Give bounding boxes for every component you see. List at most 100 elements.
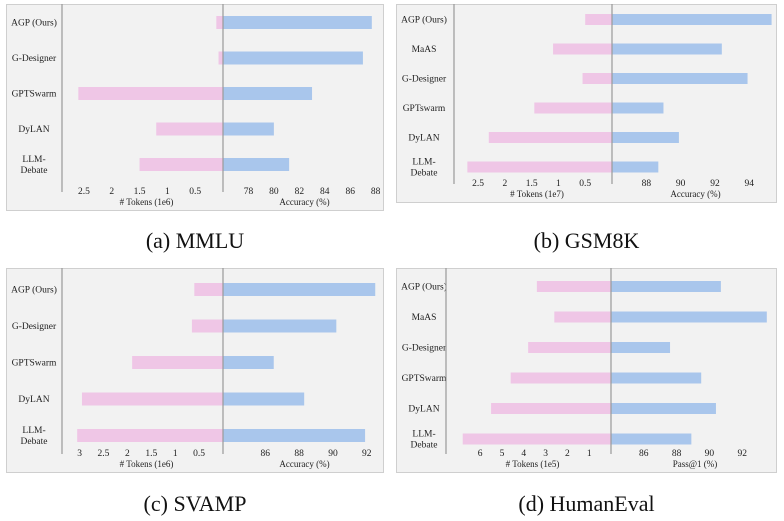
panel-gsm8k: AGP (Ours) MaAS G-Designer GPTswarm DyLAN LLM… [396,4,777,262]
token-tick-label: 2 [565,449,570,459]
accuracy-tick-label: 84 [320,187,330,197]
accuracy-axis-label: Accuracy (%) [279,197,329,207]
category-label: LLM-Debate [411,158,438,179]
accuracy-bar [223,429,366,442]
token-tick-label: 0.5 [193,449,205,459]
category-label: DyLAN [18,395,49,405]
category-label: G-Designer [12,322,57,332]
token-bar [81,392,223,406]
token-bar [554,311,611,323]
accuracy-tick-label: 90 [676,179,686,189]
token-tick-label: 1.5 [526,179,538,189]
caption-svamp: (c) SVAMP [143,491,247,516]
category-label: G-Designer [402,75,447,85]
token-tick-label: 1 [556,179,561,189]
accuracy-tick-label: 86 [261,449,271,459]
token-bar [156,122,223,136]
token-tick-label: 1.5 [134,187,146,197]
accuracy-tick-label: 82 [295,187,305,197]
token-tick-label: 3 [77,449,82,459]
category-label: MaAS [412,313,437,323]
category-label: DyLAN [18,125,49,135]
panel-svamp: AGP (Ours) G-Designer GPTSwarm DyLAN LLM-Deb… [6,268,384,521]
accuracy-bar [611,372,702,384]
category-label: GPTSwarm [402,374,447,384]
category-label: G-Designer [12,54,57,64]
category-label: LLM-Debate [21,155,48,176]
token-tick-label: 1 [587,449,592,459]
panel-mmlu: AGP (Ours) G-Designer GPTSwarm DyLAN LLM-Deb… [6,4,384,262]
accuracy-bar [612,43,722,55]
category-label: AGP (Ours) [401,282,447,293]
token-bar [462,433,611,445]
token-bar [488,132,612,143]
token-tick-label: 2 [125,449,130,459]
token-bar [139,158,223,171]
caption-gsm8k: (b) GSM8K [533,228,640,253]
category-label: GPTSwarm [12,90,57,100]
token-tick-label: 6 [478,449,483,459]
token-tick-label: 1.5 [145,449,157,459]
accuracy-tick-label: 88 [371,187,381,197]
token-bar [218,51,223,65]
token-tick-label: 2.5 [98,449,110,459]
category-label: MaAS [412,45,437,55]
accuracy-bar [223,16,372,29]
token-tick-label: 0.5 [189,187,201,197]
token-bar [553,43,612,55]
token-bar [467,161,612,173]
token-bar [77,429,223,442]
accuracy-bar [223,356,274,369]
token-tick-label: 2 [502,179,507,189]
accuracy-bar [612,132,679,143]
caption-mmlu: (a) MMLU [145,228,245,253]
accuracy-bar [611,342,671,353]
accuracy-tick-label: 88 [294,449,304,459]
accuracy-tick-label: 88 [672,449,682,459]
panel-humaneval: AGP (Ours) MaAS G-Designer GPTSwarm DyLAN LLM… [396,268,777,521]
token-bar [216,16,223,29]
category-label: AGP (Ours) [11,285,57,296]
accuracy-axis-label: Pass@1 (%) [673,459,718,469]
token-bar [528,342,611,353]
token-tick-label: 2.5 [472,179,484,189]
token-bar [536,281,611,292]
token-bar [78,87,223,100]
token-axis-label: # Tokens (1e5) [506,459,560,469]
token-bar [191,319,223,333]
accuracy-tick-label: 88 [642,179,652,189]
token-tick-label: 1 [165,187,170,197]
category-label: G-Designer [402,344,447,354]
token-bar [582,73,612,84]
token-tick-label: 4 [521,449,526,459]
accuracy-bar [611,311,767,323]
plot-background [6,4,384,211]
token-tick-label: 2.5 [78,187,90,197]
caption-humaneval: (d) HumanEval [518,491,655,516]
category-label: AGP (Ours) [11,18,57,29]
category-label: DyLAN [408,134,439,144]
accuracy-bar [223,51,363,65]
token-tick-label: 3 [543,449,548,459]
accuracy-axis-label: Accuracy (%) [670,189,720,199]
chart-humaneval: AGP (Ours) MaAS G-Designer GPTSwarm DyLAN LLM… [396,268,777,473]
token-tick-label: 0.5 [579,179,591,189]
accuracy-bar [223,158,290,171]
accuracy-tick-label: 94 [745,179,755,189]
token-axis-label: # Tokens (1e6) [120,459,174,469]
accuracy-bar [223,87,313,100]
token-bar [132,356,223,369]
token-bar [585,14,612,25]
accuracy-tick-label: 78 [244,187,254,197]
accuracy-bar [612,102,664,114]
accuracy-bar [223,319,337,333]
category-label: LLM-Debate [411,430,438,451]
accuracy-bar [223,122,274,136]
accuracy-tick-label: 90 [705,449,715,459]
accuracy-tick-label: 92 [710,179,720,189]
category-label: GPTSwarm [12,359,57,369]
category-label: DyLAN [408,405,439,415]
category-label: LLM-Debate [21,426,48,447]
accuracy-tick-label: 90 [328,449,338,459]
accuracy-bar [611,403,716,414]
